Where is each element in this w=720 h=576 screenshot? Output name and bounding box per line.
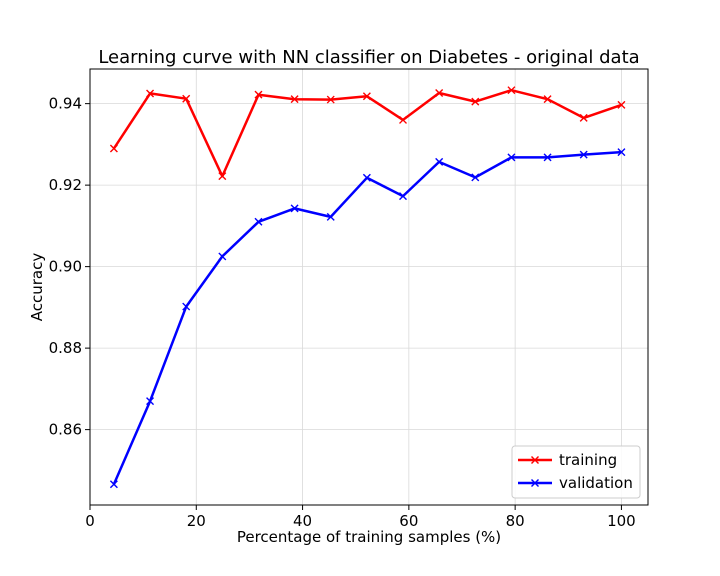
data-point-validation: [290, 204, 299, 213]
data-point-validation: [218, 252, 227, 261]
marker-stroke: [543, 95, 552, 104]
chart-title: Learning curve with NN classifier on Dia…: [98, 47, 639, 68]
plot-frame: [89, 68, 649, 506]
data-point-validation: [146, 397, 155, 406]
x-axis: 0 20 40 60 80 100: [85, 505, 636, 530]
x-tick-label: 80: [506, 512, 525, 530]
marker-stroke: [218, 252, 227, 261]
series-line-training: [112, 88, 622, 178]
x-tick-label: 60: [399, 512, 418, 530]
legend-marker: [531, 456, 539, 464]
x-tick-label: 0: [85, 512, 95, 530]
legend-entry-validation: validation: [518, 474, 633, 492]
data-point-validation: [182, 302, 191, 311]
data-point-validation: [326, 212, 335, 221]
marker-stroke: [507, 86, 516, 95]
x-tick-label: 40: [293, 512, 312, 530]
data-point-training: [617, 100, 626, 109]
data-point-validation: [471, 173, 480, 182]
series-layer: [109, 86, 626, 489]
data-point-training: [109, 144, 118, 153]
marker-stroke: [182, 302, 191, 311]
marker-stroke: [290, 204, 299, 213]
data-point-training: [507, 86, 516, 95]
x-tick-label: 20: [187, 512, 206, 530]
grid-lines: [89, 69, 648, 505]
data-point-validation: [617, 148, 626, 157]
data-point-validation: [109, 480, 118, 489]
marker-stroke: [471, 97, 480, 106]
marker-stroke: [326, 95, 335, 104]
marker-stroke: [617, 148, 626, 157]
data-point-training: [579, 113, 588, 122]
marker-stroke: [254, 90, 263, 99]
data-point-training: [471, 97, 480, 106]
data-point-validation: [435, 157, 444, 166]
data-point-training: [543, 95, 552, 104]
data-point-training: [218, 172, 227, 181]
marker-stroke: [435, 89, 444, 98]
y-tick-label: 0.88: [49, 339, 82, 357]
marker-stroke: [362, 173, 371, 182]
legend: training validation: [511, 445, 641, 499]
marker-stroke: [399, 192, 408, 201]
x-tick-label: 100: [607, 512, 636, 530]
marker-stroke: [182, 94, 191, 103]
y-tick-label: 0.86: [49, 421, 82, 439]
legend-label: validation: [559, 474, 633, 492]
marker-stroke: [254, 217, 263, 226]
data-point-training: [435, 89, 444, 98]
marker-stroke: [146, 89, 155, 98]
y-tick-label: 0.94: [49, 95, 82, 113]
y-tick-label: 0.90: [49, 258, 82, 276]
marker-stroke: [399, 115, 408, 124]
legend-label: training: [559, 451, 617, 469]
data-point-validation: [543, 153, 552, 162]
marker-stroke: [362, 92, 371, 101]
marker-stroke: [109, 480, 118, 489]
y-axis: 0.86 0.88 0.90 0.92 0.94: [49, 95, 90, 439]
data-point-validation: [507, 153, 516, 162]
marker-stroke: [617, 100, 626, 109]
marker-stroke: [471, 173, 480, 182]
data-point-training: [182, 94, 191, 103]
marker-stroke: [218, 172, 227, 181]
legend-marker: [531, 479, 539, 487]
legend-entry-training: training: [518, 451, 617, 469]
marker-stroke: [507, 153, 516, 162]
marker-stroke: [146, 397, 155, 406]
marker-stroke: [326, 212, 335, 221]
series-line-validation: [112, 150, 622, 485]
data-point-training: [254, 90, 263, 99]
data-point-validation: [399, 192, 408, 201]
marker-stroke: [290, 95, 299, 104]
data-point-validation: [254, 217, 263, 226]
marker-stroke: [109, 144, 118, 153]
marker-stroke: [579, 113, 588, 122]
data-point-validation: [579, 150, 588, 159]
data-point-training: [399, 115, 408, 124]
x-axis-label: Percentage of training samples (%): [237, 528, 501, 546]
marker-stroke: [543, 153, 552, 162]
y-axis-label: Accuracy: [28, 253, 46, 322]
data-point-training: [146, 89, 155, 98]
marker-stroke: [435, 157, 444, 166]
data-point-training: [362, 92, 371, 101]
marker-stroke: [579, 150, 588, 159]
y-tick-label: 0.92: [49, 176, 82, 194]
data-point-validation: [362, 173, 371, 182]
data-point-training: [290, 95, 299, 104]
data-point-training: [326, 95, 335, 104]
